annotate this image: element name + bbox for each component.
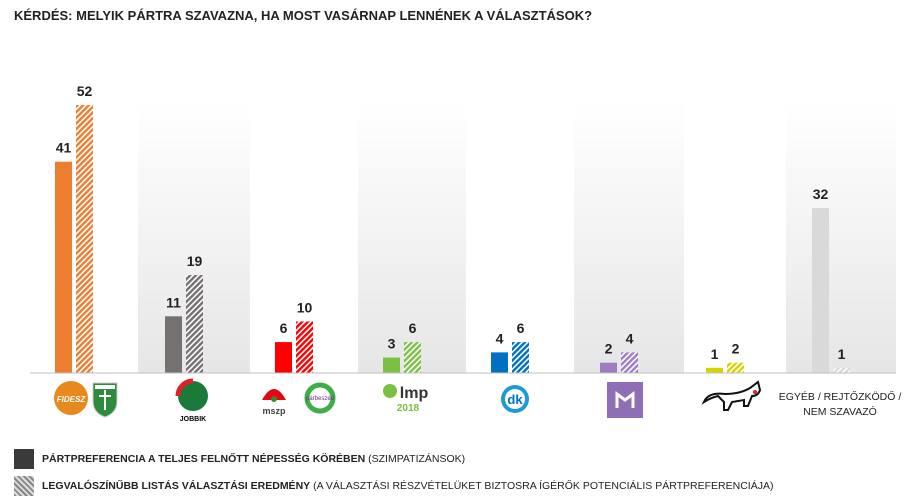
- data-label: 19: [187, 253, 203, 269]
- dk-logo: dk: [501, 385, 529, 413]
- data-label: 1: [711, 346, 719, 362]
- svg-text:dk: dk: [507, 392, 523, 407]
- chart-title: KÉRDÉS: MELYIK PÁRTRA SZAVAZNA, HA MOST …: [14, 8, 593, 23]
- data-label: 2: [605, 341, 613, 357]
- bar-hatched: [512, 342, 529, 373]
- bar-hatched: [186, 275, 203, 373]
- bar-hatched: [833, 367, 850, 373]
- data-label: 32: [813, 186, 829, 202]
- bar-hatched: [621, 352, 638, 373]
- bar-hatched: [296, 321, 313, 373]
- legend-item-solid: PÁRTPREFERENCIA A TELJES FELNŐTT NÉPESSÉ…: [14, 449, 465, 469]
- svg-text:párbeszéd: párbeszéd: [306, 396, 334, 402]
- data-label: 11: [166, 294, 181, 310]
- svg-text:JOBBIK: JOBBIK: [180, 416, 206, 423]
- fidesz-logo: FIDESZ: [54, 381, 88, 415]
- bar-solid: [275, 342, 292, 373]
- bar-hatched: [727, 362, 744, 373]
- other-category-label: EGYÉB / REJTŐZKÖDŐ / NEM SZAVAZÓ: [778, 391, 902, 418]
- parbeszed-logo: párbeszéd: [304, 382, 336, 414]
- momentum-logo: [607, 382, 643, 418]
- column-band: [358, 100, 466, 373]
- data-label: 6: [409, 320, 417, 336]
- bar-solid: [491, 352, 508, 373]
- bar-solid: [55, 161, 72, 373]
- data-label: 3: [388, 336, 396, 352]
- data-label: 10: [297, 299, 313, 315]
- data-label: 4: [626, 330, 634, 346]
- data-label: 41: [56, 140, 72, 156]
- bar-solid: [600, 362, 617, 373]
- bar-solid: [812, 208, 829, 373]
- data-label: 2: [732, 341, 740, 357]
- svg-text:mszp: mszp: [262, 406, 286, 416]
- legend-item-hatched: LEGVALÓSZÍNŰBB LISTÁS VÁLASZTÁSI EREDMÉN…: [14, 476, 773, 496]
- svg-text:2018: 2018: [397, 403, 420, 414]
- svg-text:FIDESZ: FIDESZ: [57, 395, 87, 404]
- column-band: [786, 100, 896, 373]
- bar-solid: [706, 367, 723, 373]
- bar-solid: [383, 357, 400, 373]
- bar-solid: [165, 316, 182, 373]
- legend-swatch-hatched: [14, 476, 34, 496]
- data-label: 52: [77, 83, 93, 99]
- mszp-logo: mszp: [262, 389, 286, 416]
- data-label: 4: [496, 330, 504, 346]
- mkkp-dog-logo: [701, 380, 762, 411]
- data-label: 6: [517, 320, 525, 336]
- bar-hatched: [76, 105, 93, 373]
- legend-swatch-solid: [14, 449, 34, 469]
- jobbik-logo: JOBBIK: [175, 378, 208, 423]
- bar-hatched: [404, 342, 421, 373]
- svg-text:lmp: lmp: [400, 385, 429, 402]
- column-band: [574, 100, 684, 373]
- data-label: 1: [838, 346, 846, 362]
- kdnp-logo: [92, 382, 118, 418]
- data-label: 6: [280, 320, 288, 336]
